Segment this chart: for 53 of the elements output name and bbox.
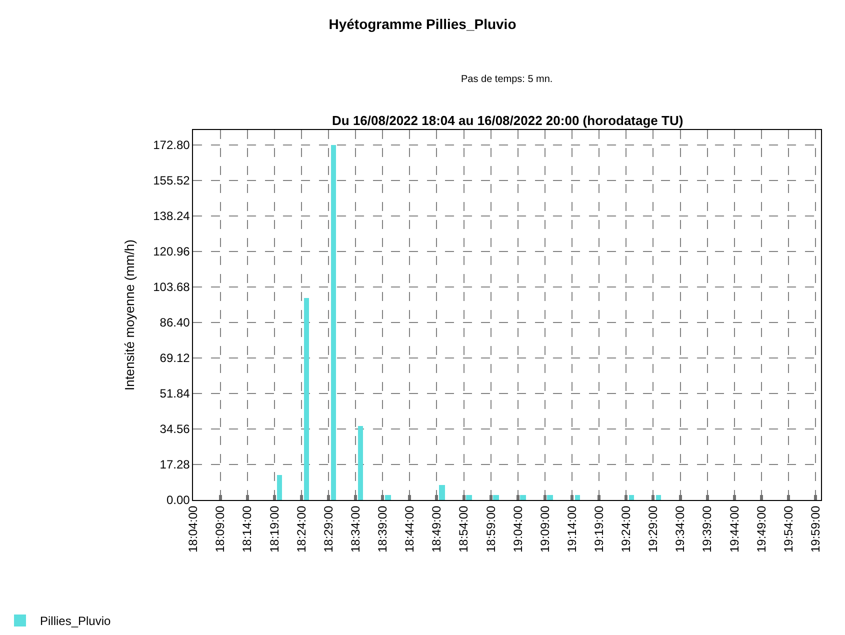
x-tick-label: 18:09:00	[213, 505, 228, 553]
x-tick-label: 19:19:00	[592, 505, 606, 553]
bar	[629, 495, 634, 500]
y-tick-label: 86.40	[160, 316, 190, 330]
bar	[358, 426, 364, 500]
y-tick-label: 172.80	[153, 138, 190, 152]
y-tick-label: 69.12	[160, 351, 190, 366]
y-tick-label: 103.68	[153, 280, 190, 294]
x-tick-label: 18:44:00	[402, 505, 417, 553]
text: Du 16/08/2022 18:04 au 16/08/2022 20:00 (horodatage TU)	[332, 113, 684, 128]
bar	[331, 145, 336, 500]
x-tick-label: 18:54:00	[456, 505, 471, 553]
chart-subtitle: Pas de temps: 5 mn.	[461, 74, 553, 85]
y-tick-label: 17.28	[160, 458, 190, 472]
bar	[520, 495, 526, 500]
y-tick-label: 0.00	[166, 493, 190, 508]
x-tick-label: 18:19:00	[267, 505, 282, 553]
x-tick-label: 19:24:00	[619, 505, 634, 553]
x-tick-label: 18:34:00	[348, 505, 362, 553]
x-tick-label: 19:39:00	[700, 505, 714, 553]
y-tick-label: 120.96	[153, 244, 190, 259]
y-tick-label: 155.52	[153, 174, 190, 188]
x-tick-label: 19:49:00	[754, 505, 768, 553]
y-axis-title: Intensité moyenne (mm/h)	[122, 239, 138, 391]
x-tick-label: 19:34:00	[673, 505, 688, 553]
x-tick-label: 18:14:00	[240, 505, 254, 553]
bar	[575, 495, 580, 500]
x-tick-label: 18:49:00	[430, 505, 444, 553]
bar	[439, 485, 446, 500]
y-tick-label: 51.84	[160, 386, 190, 401]
x-tick-label: 19:59:00	[808, 505, 822, 553]
x-tick-label: 19:04:00	[510, 505, 525, 553]
x-tick-label: 19:54:00	[781, 505, 796, 553]
bar	[304, 298, 310, 500]
x-tick-label: 19:44:00	[727, 505, 742, 553]
x-tick-label: 19:29:00	[646, 505, 660, 553]
bar	[493, 495, 500, 500]
x-tick-label: 18:04:00	[186, 505, 200, 553]
bar	[385, 495, 392, 500]
bar	[466, 495, 472, 500]
x-tick-label: 18:39:00	[376, 505, 390, 553]
bar	[277, 475, 282, 500]
x-tick-label: 18:24:00	[294, 505, 308, 553]
x-tick-label: 19:09:00	[538, 505, 552, 553]
x-tick-label: 19:14:00	[564, 505, 579, 553]
x-tick-label: 18:59:00	[484, 505, 498, 553]
y-tick-label: 138.24	[153, 209, 190, 224]
x-tick-label: 18:29:00	[321, 505, 336, 553]
y-tick-label: 34.56	[160, 422, 190, 436]
legend-label: Pillies_Pluvio	[40, 614, 112, 628]
bar	[656, 495, 662, 500]
bar	[547, 495, 554, 500]
chart-title: Hyétogramme Pillies_Pluvio	[328, 16, 516, 32]
